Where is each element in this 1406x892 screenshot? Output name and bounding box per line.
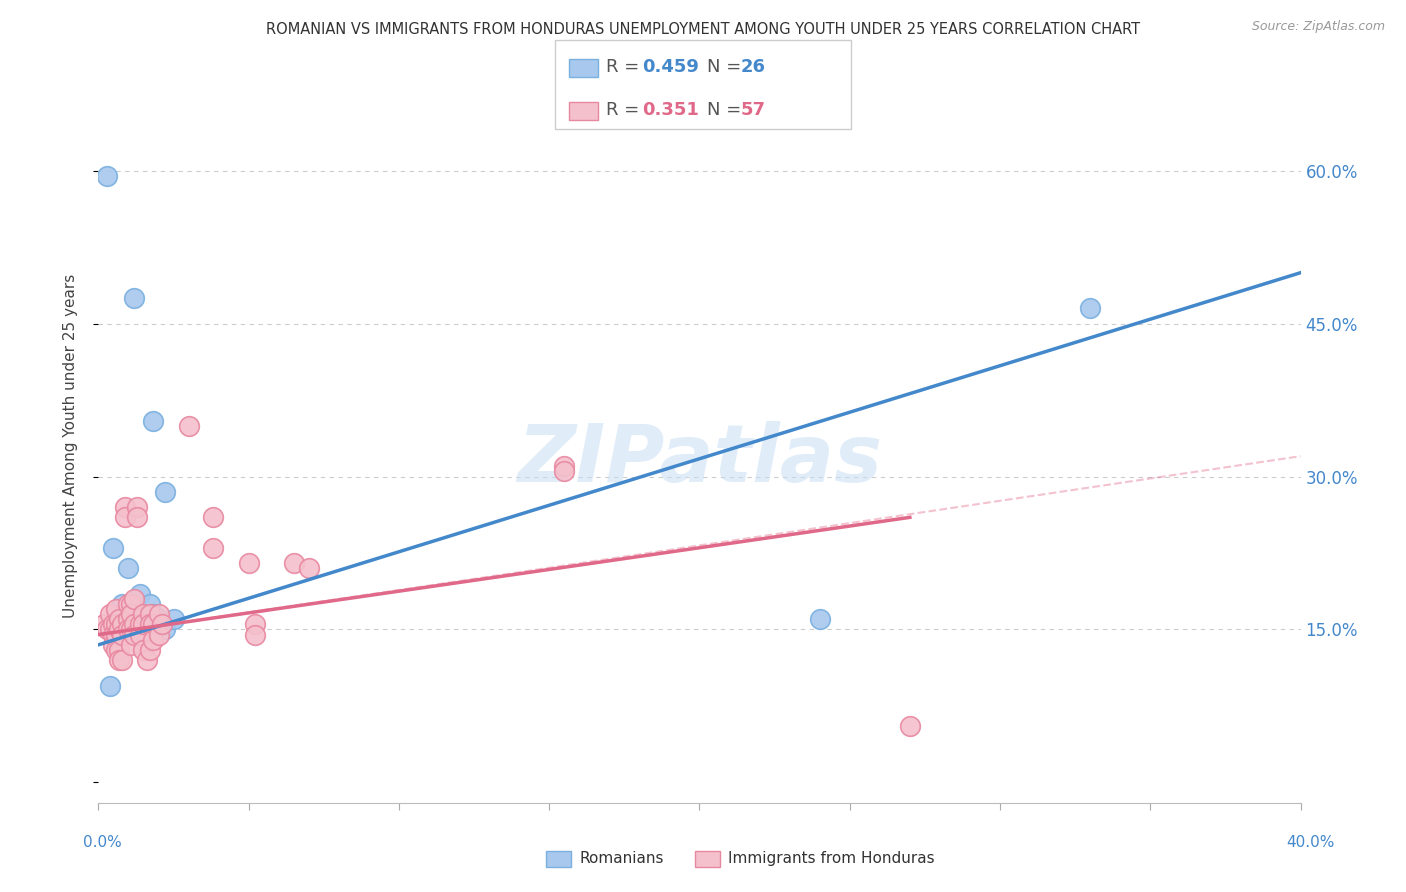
Point xyxy=(138,597,160,611)
Point xyxy=(100,607,122,622)
Point xyxy=(121,597,143,611)
Point xyxy=(100,679,122,693)
Point xyxy=(898,719,921,733)
Text: 0.0%: 0.0% xyxy=(83,836,122,850)
Point xyxy=(103,638,125,652)
Point xyxy=(111,597,134,611)
Point xyxy=(108,623,131,637)
Text: 57: 57 xyxy=(741,101,766,119)
Text: ZIPatlas: ZIPatlas xyxy=(517,421,882,500)
Point xyxy=(127,500,149,515)
Text: N =: N = xyxy=(707,58,747,76)
Point xyxy=(553,465,575,479)
Point xyxy=(105,627,128,641)
Point xyxy=(111,653,134,667)
Point xyxy=(1078,301,1101,316)
Point xyxy=(93,617,115,632)
Point xyxy=(100,623,122,637)
Point xyxy=(111,607,134,622)
Point xyxy=(124,617,146,632)
Text: ROMANIAN VS IMMIGRANTS FROM HONDURAS UNEMPLOYMENT AMONG YOUTH UNDER 25 YEARS COR: ROMANIAN VS IMMIGRANTS FROM HONDURAS UNE… xyxy=(266,22,1140,37)
Text: R =: R = xyxy=(606,58,645,76)
Point xyxy=(283,556,305,570)
Point xyxy=(124,591,146,606)
Point xyxy=(243,627,266,641)
Point xyxy=(132,623,155,637)
Point xyxy=(148,607,170,622)
Point xyxy=(132,612,155,626)
Point xyxy=(298,561,321,575)
Point xyxy=(135,653,157,667)
Point xyxy=(243,617,266,632)
Point xyxy=(141,607,163,622)
Point xyxy=(132,617,155,632)
Point xyxy=(117,612,139,626)
Text: 26: 26 xyxy=(741,58,766,76)
Point xyxy=(132,643,155,657)
Text: N =: N = xyxy=(707,101,747,119)
Point xyxy=(138,617,160,632)
Point xyxy=(177,418,200,433)
Point xyxy=(129,627,152,641)
Point xyxy=(121,638,143,652)
Point xyxy=(96,169,118,183)
Point xyxy=(148,627,170,641)
Point xyxy=(114,500,136,515)
Point xyxy=(114,510,136,524)
Point xyxy=(124,607,146,622)
Point xyxy=(129,617,152,632)
Point xyxy=(138,607,160,622)
Point xyxy=(141,632,163,647)
Text: Immigrants from Honduras: Immigrants from Honduras xyxy=(728,851,935,865)
Point xyxy=(553,459,575,474)
Point xyxy=(138,643,160,657)
Point xyxy=(105,617,128,632)
Point xyxy=(117,597,139,611)
Point xyxy=(111,627,134,641)
Point xyxy=(808,612,831,626)
Point xyxy=(124,617,146,632)
Point xyxy=(108,612,131,626)
Point xyxy=(96,623,118,637)
Text: 0.351: 0.351 xyxy=(643,101,699,119)
Point xyxy=(124,627,146,641)
Text: R =: R = xyxy=(606,101,645,119)
Text: Source: ZipAtlas.com: Source: ZipAtlas.com xyxy=(1251,20,1385,33)
Point xyxy=(127,510,149,524)
Point xyxy=(121,607,143,622)
Point xyxy=(148,617,170,632)
Point xyxy=(150,617,173,632)
Text: Romanians: Romanians xyxy=(579,851,664,865)
Point xyxy=(105,602,128,616)
Point xyxy=(141,617,163,632)
Point xyxy=(117,623,139,637)
Point xyxy=(141,413,163,427)
Point xyxy=(121,623,143,637)
Point xyxy=(132,607,155,622)
Point xyxy=(103,541,125,555)
Point xyxy=(111,617,134,632)
Y-axis label: Unemployment Among Youth under 25 years: Unemployment Among Youth under 25 years xyxy=(63,274,77,618)
Point xyxy=(201,541,224,555)
Point xyxy=(103,617,125,632)
Point xyxy=(153,623,176,637)
Point xyxy=(238,556,260,570)
Point xyxy=(153,484,176,499)
Point xyxy=(117,561,139,575)
Point xyxy=(201,510,224,524)
Point xyxy=(117,623,139,637)
Point xyxy=(108,643,131,657)
Point xyxy=(162,612,184,626)
Point xyxy=(105,643,128,657)
Point xyxy=(111,617,134,632)
Text: 40.0%: 40.0% xyxy=(1286,836,1334,850)
Text: 0.459: 0.459 xyxy=(643,58,699,76)
Point xyxy=(108,653,131,667)
Point xyxy=(103,627,125,641)
Point xyxy=(124,291,146,305)
Point xyxy=(127,623,149,637)
Point xyxy=(129,587,152,601)
Point xyxy=(117,612,139,626)
Point xyxy=(148,612,170,626)
